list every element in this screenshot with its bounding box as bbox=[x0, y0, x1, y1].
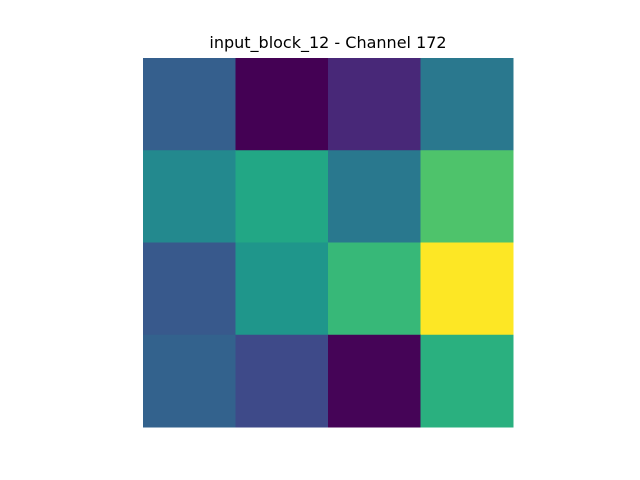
heatmap-cell-r1-c3 bbox=[420, 150, 514, 243]
heatmap-cell-r0-c1 bbox=[235, 58, 329, 151]
heatmap-cell-r3-c2 bbox=[328, 334, 421, 428]
heatmap-cell-r3-c0 bbox=[143, 334, 236, 428]
heatmap-cell-r2-c3 bbox=[420, 242, 514, 336]
heatmap-cell-r2-c0 bbox=[143, 242, 236, 336]
heatmap-cell-r1-c0 bbox=[143, 150, 236, 243]
heatmap-cell-r0-c0 bbox=[143, 58, 236, 151]
heatmap-cell-r0-c3 bbox=[420, 58, 514, 151]
heatmap-cell-r3-c1 bbox=[235, 334, 329, 428]
heatmap-cell-r2-c1 bbox=[235, 242, 329, 336]
heatmap-cell-r1-c1 bbox=[235, 150, 329, 243]
heatmap-cell-r2-c2 bbox=[328, 242, 421, 336]
heatmap-cell-r0-c2 bbox=[328, 58, 421, 151]
heatmap-cell-r1-c2 bbox=[328, 150, 421, 243]
chart-title: input_block_12 - Channel 172 bbox=[209, 33, 447, 52]
heatmap-cell-r3-c3 bbox=[420, 334, 514, 428]
